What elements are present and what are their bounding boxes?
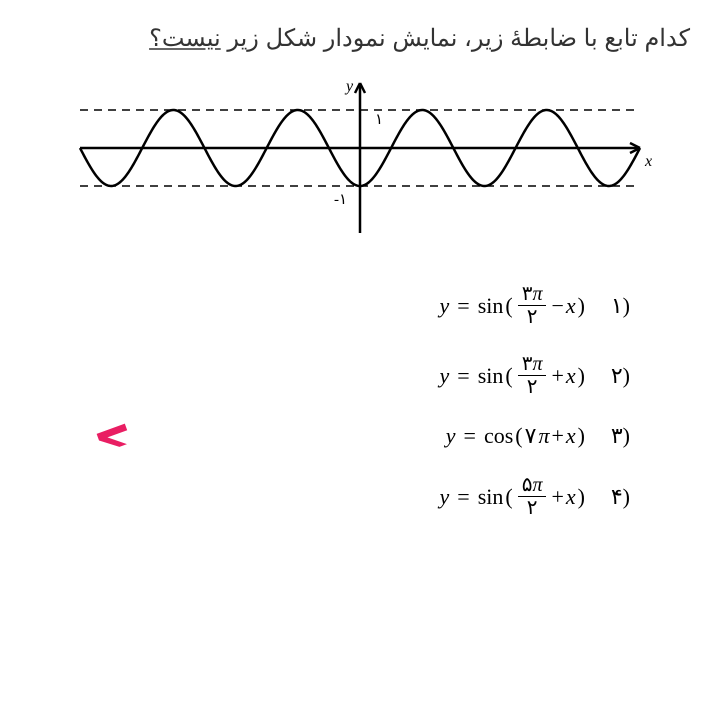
graph-container: y x ۱ -۱ bbox=[30, 73, 690, 253]
option-number: (۳ bbox=[600, 423, 630, 449]
sine-graph: y x ۱ -۱ bbox=[40, 73, 680, 253]
question-text: کدام تابع با ضابطهٔ زیر، نمایش نمودار شک… bbox=[30, 20, 690, 58]
option-4[interactable]: (۴ y=sin(۵π۲ + x) bbox=[30, 474, 630, 519]
question-prefix: کدام تابع با ضابطهٔ زیر، نمایش نمودار شک… bbox=[221, 25, 690, 52]
svg-text:y: y bbox=[344, 78, 354, 95]
option-formula: y=cos(۷π + x) bbox=[446, 423, 585, 449]
option-number: (۲ bbox=[600, 363, 630, 389]
option-formula: y=sin(۵π۲ + x) bbox=[440, 474, 586, 519]
svg-text:x: x bbox=[644, 153, 652, 170]
svg-text:-۱: -۱ bbox=[334, 192, 347, 208]
option-number: (۴ bbox=[600, 484, 630, 510]
option-2[interactable]: (۲ y=sin(۳π۲ + x) bbox=[30, 353, 630, 398]
option-formula: y=sin(۳π۲ + x) bbox=[440, 353, 586, 398]
svg-text:۱: ۱ bbox=[375, 112, 383, 128]
option-1[interactable]: (۱ y=sin(۳π۲ − x) bbox=[30, 283, 630, 328]
option-number: (۱ bbox=[600, 293, 630, 319]
options-container: (۱ y=sin(۳π۲ − x) (۲ y=sin(۳π۲ + x) (۳ y=cos(… bbox=[30, 283, 690, 519]
option-formula: y=sin(۳π۲ − x) bbox=[440, 283, 586, 328]
question-underlined: نیست؟ bbox=[149, 25, 221, 52]
